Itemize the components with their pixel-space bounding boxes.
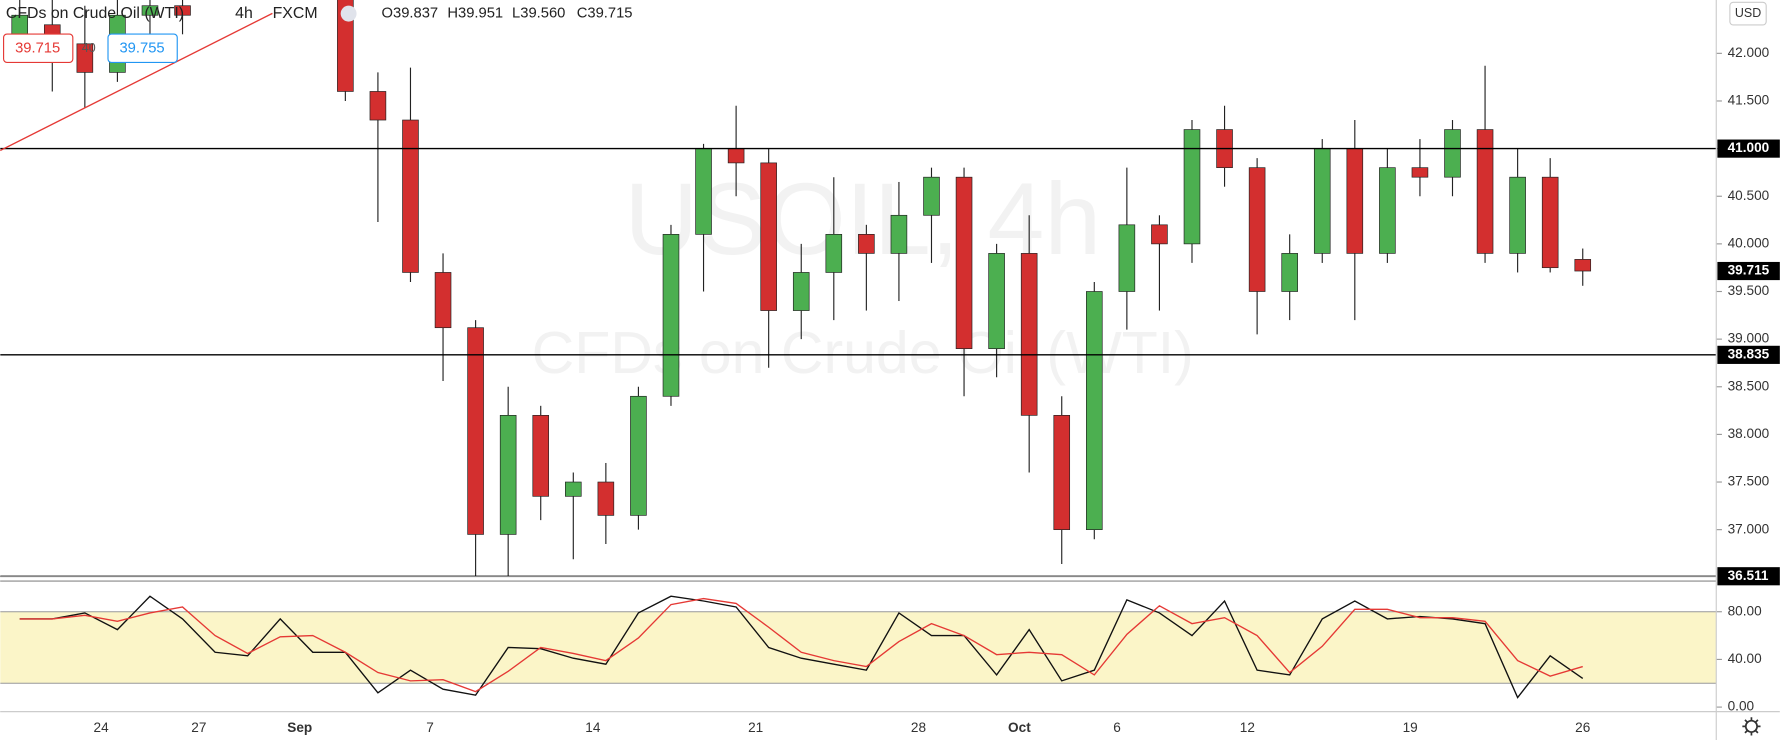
candle-body [174, 5, 191, 16]
last-price-label: 39.715 [1728, 263, 1770, 278]
x-tick-label: 28 [911, 720, 926, 735]
candle-body [141, 5, 159, 16]
ohlc-close: C39.715 [577, 6, 633, 22]
candle-body [1086, 291, 1103, 531]
currency-button[interactable] [1729, 1, 1767, 26]
candle-body [890, 214, 908, 254]
y-tick-label: 37.000 [1728, 521, 1770, 536]
ohlc-open: O39.837 [382, 6, 439, 22]
candle-body [662, 234, 680, 397]
y-tick-label: 38.000 [1728, 426, 1770, 441]
candle-body [434, 272, 452, 329]
candle-body [792, 272, 810, 311]
candle-body [532, 415, 550, 497]
interval[interactable]: 4h [235, 5, 253, 22]
candle-body [825, 234, 843, 273]
candle-body [858, 234, 875, 254]
candle-body [467, 327, 484, 535]
y-tick-label: 39.000 [1728, 331, 1770, 346]
candle-body [1248, 167, 1266, 292]
candle-body [1444, 129, 1461, 178]
watermark: CFDs on Crude Oil (WTI) [532, 320, 1194, 386]
y-tick-label: 37.500 [1728, 474, 1770, 489]
level-label: 36.511 [1728, 568, 1769, 583]
candle-body [760, 162, 777, 311]
candle-body [1379, 167, 1396, 254]
x-tick-label: 12 [1240, 720, 1255, 735]
candle-body [76, 43, 94, 73]
candle-body [369, 91, 387, 121]
x-tick-label: 7 [426, 720, 434, 735]
y-tick-label: 0.00 [1728, 699, 1755, 714]
x-tick-label: Sep [287, 720, 312, 735]
candle-body [402, 119, 419, 273]
settings-icon[interactable] [1742, 717, 1761, 736]
level-label-box [1717, 139, 1780, 158]
spread: 40 [82, 41, 96, 55]
candle-body [955, 176, 973, 350]
level-label-box [1717, 345, 1780, 364]
candle-body [1411, 167, 1429, 178]
x-tick-label: 6 [1113, 720, 1121, 735]
candle-body [1574, 259, 1592, 272]
candle-body [597, 481, 615, 516]
candle-body [1541, 176, 1559, 269]
candle-body [565, 481, 582, 497]
sell-button[interactable] [3, 33, 74, 63]
level-label: 38.835 [1728, 346, 1770, 361]
currency: USD [1735, 6, 1761, 20]
y-tick-label: 40.000 [1728, 235, 1770, 250]
candle-body [1053, 415, 1071, 531]
trend-line [0, 12, 273, 152]
x-tick-label: 26 [1575, 720, 1590, 735]
buy-button[interactable] [107, 33, 178, 63]
candle-body [988, 253, 1005, 350]
source: FXCM [273, 5, 318, 22]
y-tick-label: 38.500 [1728, 378, 1770, 393]
candle-body [499, 415, 517, 535]
buy-price: 39.755 [119, 41, 164, 57]
y-tick-label: 41.500 [1728, 93, 1770, 108]
level-label-box [1717, 567, 1780, 586]
candle-body [1118, 224, 1136, 292]
x-tick-label: 27 [191, 720, 206, 735]
y-tick-label: 42.000 [1728, 45, 1770, 60]
candle-body [1183, 129, 1201, 245]
last-price-box [1717, 261, 1780, 281]
candle-body [337, 0, 354, 92]
ohlc-high: H39.951 [447, 6, 503, 22]
sell-price: 39.715 [15, 41, 60, 57]
oscillator-line [19, 597, 1583, 693]
candle-body [695, 148, 712, 235]
x-tick-label: 21 [748, 720, 763, 735]
x-tick-label: 14 [585, 720, 601, 735]
candle-body [630, 395, 647, 516]
oscillator-line [19, 595, 1584, 699]
candle-body [727, 148, 745, 164]
candle-body [1346, 148, 1364, 254]
x-tick-label: 19 [1403, 720, 1418, 735]
toggle-button[interactable] [340, 5, 357, 22]
symbol: CFDs on Crude Oil (WTI) [6, 5, 184, 22]
ohlc-low: L39.560 [512, 6, 565, 22]
candle-body [1509, 176, 1526, 254]
oscillator-band [0, 611, 1717, 684]
candle-body [1313, 148, 1331, 254]
y-tick-label: 40.500 [1728, 188, 1770, 203]
y-tick-label: 80.00 [1728, 603, 1762, 618]
candle-body [923, 176, 940, 216]
y-tick-label: 40.00 [1728, 651, 1762, 666]
y-tick-label: 39.500 [1728, 283, 1770, 298]
x-tick-label: Oct [1008, 720, 1031, 735]
candle-body [1476, 129, 1494, 254]
candle-body [1020, 253, 1038, 416]
x-tick-label: 24 [94, 720, 110, 735]
level-label: 41.000 [1728, 140, 1770, 155]
candle-body [1151, 224, 1168, 245]
candle-body [43, 24, 61, 35]
candle-body [1281, 253, 1298, 292]
